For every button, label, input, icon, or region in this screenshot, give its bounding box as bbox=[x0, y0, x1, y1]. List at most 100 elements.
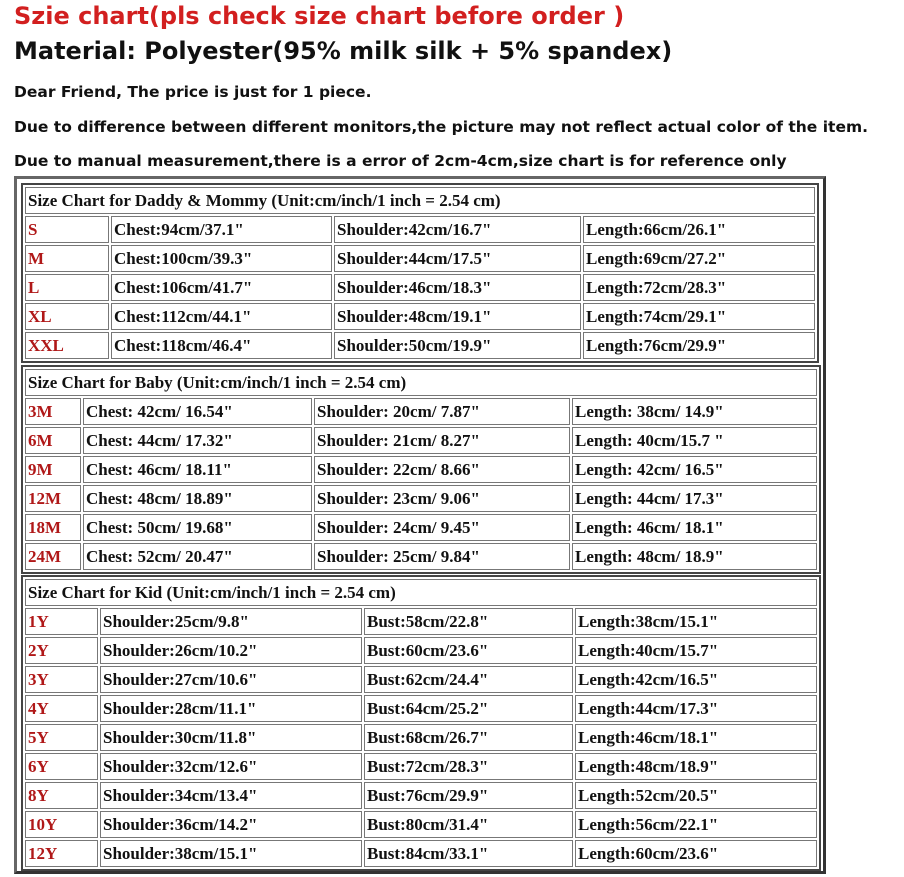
size-label: L bbox=[25, 274, 109, 301]
size-table-kid: Size Chart for Kid (Unit:cm/inch/1 inch … bbox=[21, 575, 822, 871]
measurement-cell: Length:38cm/15.1" bbox=[575, 608, 818, 635]
size-label: 12M bbox=[25, 485, 81, 512]
size-label: 2Y bbox=[25, 637, 98, 664]
measurement-cell: Shoulder:36cm/14.2" bbox=[100, 811, 362, 838]
measurement-cell: Shoulder:50cm/19.9" bbox=[334, 332, 581, 359]
measurement-cell: Shoulder:42cm/16.7" bbox=[334, 216, 581, 243]
size-label: 24M bbox=[25, 543, 81, 570]
page-title: Szie chart(pls check size chart before o… bbox=[14, 2, 625, 30]
measurement-cell: Length: 42cm/ 16.5" bbox=[572, 456, 818, 483]
measurement-cell: Chest:106cm/41.7" bbox=[111, 274, 332, 301]
size-label: 3M bbox=[25, 398, 81, 425]
measurement-cell: Shoulder: 22cm/ 8.66" bbox=[314, 456, 570, 483]
size-table-baby: Size Chart for Baby (Unit:cm/inch/1 inch… bbox=[21, 365, 822, 574]
measurement-cell: Length:66cm/26.1" bbox=[583, 216, 816, 243]
table-row: 8Y Shoulder:34cm/13.4" Bust:76cm/29.9" Leng… bbox=[25, 782, 818, 809]
measurement-cell: Shoulder:34cm/13.4" bbox=[100, 782, 362, 809]
note-color: Due to difference between different moni… bbox=[14, 118, 868, 136]
note-price: Dear Friend, The price is just for 1 pie… bbox=[14, 83, 372, 101]
measurement-cell: Shoulder:44cm/17.5" bbox=[334, 245, 581, 272]
table-row: 6M Chest: 44cm/ 17.32" Shoulder: 21cm/ 8.2… bbox=[25, 427, 818, 454]
measurement-cell: Length:46cm/18.1" bbox=[575, 724, 818, 751]
measurement-cell: Length: 46cm/ 18.1" bbox=[572, 514, 818, 541]
measurement-cell: Length: 48cm/ 18.9" bbox=[572, 543, 818, 570]
measurement-cell: Chest:118cm/46.4" bbox=[111, 332, 332, 359]
measurement-cell: Bust:76cm/29.9" bbox=[364, 782, 573, 809]
measurement-cell: Shoulder:28cm/11.1" bbox=[100, 695, 362, 722]
measurement-cell: Length:40cm/15.7" bbox=[575, 637, 818, 664]
measurement-cell: Shoulder: 24cm/ 9.45" bbox=[314, 514, 570, 541]
measurement-cell: Chest:112cm/44.1" bbox=[111, 303, 332, 330]
measurement-cell: Bust:60cm/23.6" bbox=[364, 637, 573, 664]
table-title-row: Size Chart for Daddy & Mommy (Unit:cm/in… bbox=[25, 187, 816, 214]
table-row: 3M Chest: 42cm/ 16.54" Shoulder: 20cm/ 7.8… bbox=[25, 398, 818, 425]
measurement-cell: Length:52cm/20.5" bbox=[575, 782, 818, 809]
measurement-cell: Length: 40cm/15.7 " bbox=[572, 427, 818, 454]
measurement-cell: Bust:58cm/22.8" bbox=[364, 608, 573, 635]
measurement-cell: Length:76cm/29.9" bbox=[583, 332, 816, 359]
table-row: 10Y Shoulder:36cm/14.2" Bust:80cm/31.4" Len… bbox=[25, 811, 818, 838]
measurement-cell: Chest: 44cm/ 17.32" bbox=[83, 427, 312, 454]
size-label: 10Y bbox=[25, 811, 98, 838]
measurement-cell: Chest: 48cm/ 18.89" bbox=[83, 485, 312, 512]
measurement-cell: Bust:80cm/31.4" bbox=[364, 811, 573, 838]
size-label: 12Y bbox=[25, 840, 98, 867]
measurement-cell: Shoulder:38cm/15.1" bbox=[100, 840, 362, 867]
measurement-cell: Bust:64cm/25.2" bbox=[364, 695, 573, 722]
measurement-cell: Bust:84cm/33.1" bbox=[364, 840, 573, 867]
table-title-row: Size Chart for Baby (Unit:cm/inch/1 inch… bbox=[25, 369, 818, 396]
measurement-cell: Shoulder:46cm/18.3" bbox=[334, 274, 581, 301]
measurement-cell: Shoulder: 23cm/ 9.06" bbox=[314, 485, 570, 512]
size-label: 6M bbox=[25, 427, 81, 454]
size-label: 8Y bbox=[25, 782, 98, 809]
measurement-cell: Chest: 50cm/ 19.68" bbox=[83, 514, 312, 541]
measurement-cell: Length:69cm/27.2" bbox=[583, 245, 816, 272]
material-line: Material: Polyester(95% milk silk + 5% s… bbox=[14, 37, 673, 65]
measurement-cell: Chest:100cm/39.3" bbox=[111, 245, 332, 272]
measurement-cell: Shoulder:27cm/10.6" bbox=[100, 666, 362, 693]
measurement-cell: Chest: 46cm/ 18.11" bbox=[83, 456, 312, 483]
table-row: 12Y Shoulder:38cm/15.1" Bust:84cm/33.1" Len… bbox=[25, 840, 818, 867]
measurement-cell: Shoulder:25cm/9.8" bbox=[100, 608, 362, 635]
table-row: 24M Chest: 52cm/ 20.47" Shoulder: 25cm/ 9.… bbox=[25, 543, 818, 570]
table-row: M Chest:100cm/39.3" Shoulder:44cm/17.5" Len… bbox=[25, 245, 816, 272]
measurement-cell: Length: 38cm/ 14.9" bbox=[572, 398, 818, 425]
measurement-cell: Shoulder: 20cm/ 7.87" bbox=[314, 398, 570, 425]
size-label: 3Y bbox=[25, 666, 98, 693]
table-row: XL Chest:112cm/44.1" Shoulder:48cm/19.1" Le… bbox=[25, 303, 816, 330]
table-row: XXL Chest:118cm/46.4" Shoulder:50cm/19.9" L… bbox=[25, 332, 816, 359]
measurement-cell: Length:72cm/28.3" bbox=[583, 274, 816, 301]
table-row: 5Y Shoulder:30cm/11.8" Bust:68cm/26.7" Leng… bbox=[25, 724, 818, 751]
measurement-cell: Chest:94cm/37.1" bbox=[111, 216, 332, 243]
size-chart-container: Size Chart for Daddy & Mommy (Unit:cm/in… bbox=[14, 176, 826, 874]
measurement-cell: Shoulder:26cm/10.2" bbox=[100, 637, 362, 664]
measurement-cell: Shoulder: 21cm/ 8.27" bbox=[314, 427, 570, 454]
table-row: 3Y Shoulder:27cm/10.6" Bust:62cm/24.4" Leng… bbox=[25, 666, 818, 693]
size-label: 5Y bbox=[25, 724, 98, 751]
table-row: 4Y Shoulder:28cm/11.1" Bust:64cm/25.2" Leng… bbox=[25, 695, 818, 722]
measurement-cell: Length:60cm/23.6" bbox=[575, 840, 818, 867]
size-label: 9M bbox=[25, 456, 81, 483]
measurement-cell: Bust:68cm/26.7" bbox=[364, 724, 573, 751]
measurement-cell: Length:56cm/22.1" bbox=[575, 811, 818, 838]
size-label: 6Y bbox=[25, 753, 98, 780]
measurement-cell: Length:48cm/18.9" bbox=[575, 753, 818, 780]
measurement-cell: Length:42cm/16.5" bbox=[575, 666, 818, 693]
size-label: 4Y bbox=[25, 695, 98, 722]
size-label: 18M bbox=[25, 514, 81, 541]
size-label: XXL bbox=[25, 332, 109, 359]
size-label: M bbox=[25, 245, 109, 272]
measurement-cell: Shoulder:48cm/19.1" bbox=[334, 303, 581, 330]
size-label: XL bbox=[25, 303, 109, 330]
table-title: Size Chart for Kid (Unit:cm/inch/1 inch … bbox=[25, 579, 818, 606]
table-row: 12M Chest: 48cm/ 18.89" Shoulder: 23cm/ 9.… bbox=[25, 485, 818, 512]
measurement-cell: Chest: 52cm/ 20.47" bbox=[83, 543, 312, 570]
measurement-cell: Length:44cm/17.3" bbox=[575, 695, 818, 722]
table-title-row: Size Chart for Kid (Unit:cm/inch/1 inch … bbox=[25, 579, 818, 606]
measurement-cell: Bust:72cm/28.3" bbox=[364, 753, 573, 780]
table-row: 18M Chest: 50cm/ 19.68" Shoulder: 24cm/ 9.… bbox=[25, 514, 818, 541]
table-row: L Chest:106cm/41.7" Shoulder:46cm/18.3" Len… bbox=[25, 274, 816, 301]
note-measurement: Due to manual measurement,there is a err… bbox=[14, 152, 787, 170]
table-row: 9M Chest: 46cm/ 18.11" Shoulder: 22cm/ 8.6… bbox=[25, 456, 818, 483]
measurement-cell: Shoulder:32cm/12.6" bbox=[100, 753, 362, 780]
